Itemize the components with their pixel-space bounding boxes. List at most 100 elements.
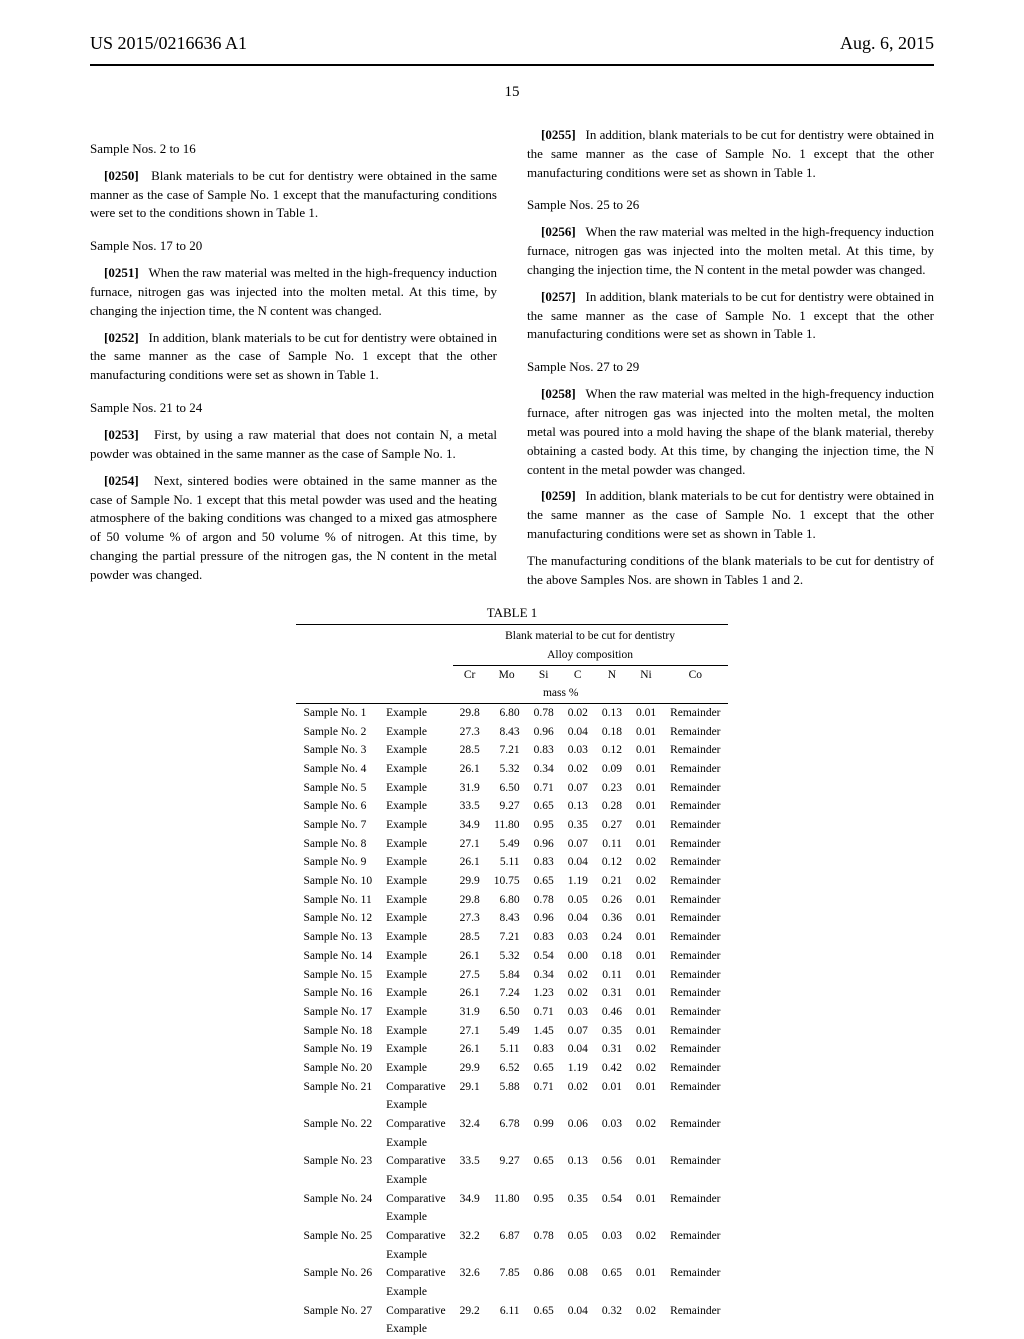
val-cell: 0.28: [595, 797, 629, 816]
sample-cell: Sample No. 9: [296, 853, 379, 872]
table-row: Sample No. 5Example31.96.500.710.070.230…: [296, 779, 727, 798]
sample-cell: Sample No. 11: [296, 891, 379, 910]
val-cell: 26.1: [453, 984, 487, 1003]
type-cell: Example: [379, 1096, 452, 1115]
val-cell: Remainder: [663, 816, 727, 835]
val-cell: 0.12: [595, 853, 629, 872]
val-cell: 0.21: [595, 872, 629, 891]
val-cell: 0.01: [629, 797, 663, 816]
val-cell: 6.80: [487, 704, 527, 723]
table-row: Sample No. 18Example27.15.491.450.070.35…: [296, 1022, 727, 1041]
col-co: Co: [663, 665, 727, 684]
sample-cell: Sample No. 25: [296, 1227, 379, 1246]
val-cell: 5.88: [487, 1078, 527, 1097]
val-cell: Remainder: [663, 797, 727, 816]
val-cell: 0.31: [595, 1040, 629, 1059]
table-body: Sample No. 1Example29.86.800.780.020.130…: [296, 704, 727, 1339]
val-cell: 0.54: [527, 947, 561, 966]
val-cell: 0.04: [561, 909, 595, 928]
val-cell: 7.21: [487, 928, 527, 947]
val-cell: 1.19: [561, 1059, 595, 1078]
para-text: When the raw material was melted in the …: [527, 386, 934, 476]
val-cell: 0.01: [629, 1190, 663, 1209]
val-cell: 0.83: [527, 741, 561, 760]
val-cell: 0.26: [595, 891, 629, 910]
val-cell: Remainder: [663, 891, 727, 910]
val-cell: 0.34: [527, 966, 561, 985]
val-cell: 32.4: [453, 1115, 487, 1134]
paragraph: [0259] In addition, blank materials to b…: [527, 487, 934, 544]
paragraph: The manufacturing conditions of the blan…: [527, 552, 934, 590]
type-cell: Example: [379, 1022, 452, 1041]
val-cell: 1.23: [527, 984, 561, 1003]
val-cell: 0.56: [595, 1152, 629, 1171]
table-row: Example: [296, 1096, 727, 1115]
table-row: Sample No. 27Comparative29.26.110.650.04…: [296, 1302, 727, 1321]
val-cell: 0.01: [629, 928, 663, 947]
val-cell: Remainder: [663, 1059, 727, 1078]
val-cell: 0.05: [561, 1227, 595, 1246]
sample-cell: Sample No. 1: [296, 704, 379, 723]
val-cell: 0.13: [561, 1152, 595, 1171]
val-cell: 0.02: [629, 872, 663, 891]
table-row: Sample No. 10Example29.910.750.651.190.2…: [296, 872, 727, 891]
val-cell: 1.19: [561, 872, 595, 891]
val-cell: 5.84: [487, 966, 527, 985]
val-cell: 0.01: [629, 1078, 663, 1097]
val-cell: 8.43: [487, 909, 527, 928]
table-row: Sample No. 19Example26.15.110.830.040.31…: [296, 1040, 727, 1059]
val-cell: 32.6: [453, 1264, 487, 1283]
para-number: [0254]: [104, 473, 139, 488]
val-cell: 26.1: [453, 947, 487, 966]
val-cell: 0.18: [595, 723, 629, 742]
val-cell: 7.24: [487, 984, 527, 1003]
val-cell: 0.01: [629, 779, 663, 798]
val-cell: 0.02: [561, 1078, 595, 1097]
val-cell: 0.65: [527, 872, 561, 891]
val-cell: 0.36: [595, 909, 629, 928]
val-cell: 0.03: [561, 741, 595, 760]
paragraph: [0251] When the raw material was melted …: [90, 264, 497, 321]
val-cell: 0.01: [629, 891, 663, 910]
table-row: Sample No. 1Example29.86.800.780.020.130…: [296, 704, 727, 723]
type-cell: Example: [379, 853, 452, 872]
body-columns: Sample Nos. 2 to 16 [0250] Blank materia…: [0, 104, 1024, 598]
val-cell: 0.32: [595, 1302, 629, 1321]
type-cell: Example: [379, 1283, 452, 1302]
paragraph: [0254] Next, sintered bodies were obtain…: [90, 472, 497, 585]
val-cell: 0.35: [561, 816, 595, 835]
doc-number: US 2015/0216636 A1: [90, 30, 247, 56]
val-cell: 0.02: [561, 704, 595, 723]
val-cell: 0.96: [527, 723, 561, 742]
val-cell: 26.1: [453, 853, 487, 872]
type-cell: Comparative: [379, 1078, 452, 1097]
type-cell: Example: [379, 835, 452, 854]
para-text: In addition, blank materials to be cut f…: [527, 289, 934, 342]
val-cell: 5.49: [487, 835, 527, 854]
sample-cell: Sample No. 13: [296, 928, 379, 947]
val-cell: Remainder: [663, 928, 727, 947]
val-cell: Remainder: [663, 1152, 727, 1171]
val-cell: Remainder: [663, 704, 727, 723]
val-cell: 0.71: [527, 1078, 561, 1097]
para-number: [0253]: [104, 427, 139, 442]
paragraph: [0256] When the raw material was melted …: [527, 223, 934, 280]
right-column: [0255] In addition, blank materials to b…: [527, 126, 934, 598]
val-cell: 11.80: [487, 816, 527, 835]
table-row: Example: [296, 1171, 727, 1190]
para-number: [0250]: [104, 168, 139, 183]
col-ni: Ni: [629, 665, 663, 684]
val-cell: Remainder: [663, 872, 727, 891]
table-row: Sample No. 21Comparative29.15.880.710.02…: [296, 1078, 727, 1097]
val-cell: 0.34: [527, 760, 561, 779]
val-cell: 0.02: [561, 984, 595, 1003]
val-cell: 0.65: [527, 1152, 561, 1171]
sample-cell: Sample No. 19: [296, 1040, 379, 1059]
table-row: Sample No. 11Example29.86.800.780.050.26…: [296, 891, 727, 910]
val-cell: 0.01: [629, 947, 663, 966]
sample-cell: Sample No. 8: [296, 835, 379, 854]
sample-cell: Sample No. 18: [296, 1022, 379, 1041]
val-cell: 28.5: [453, 741, 487, 760]
type-cell: Example: [379, 760, 452, 779]
type-cell: Example: [379, 1040, 452, 1059]
